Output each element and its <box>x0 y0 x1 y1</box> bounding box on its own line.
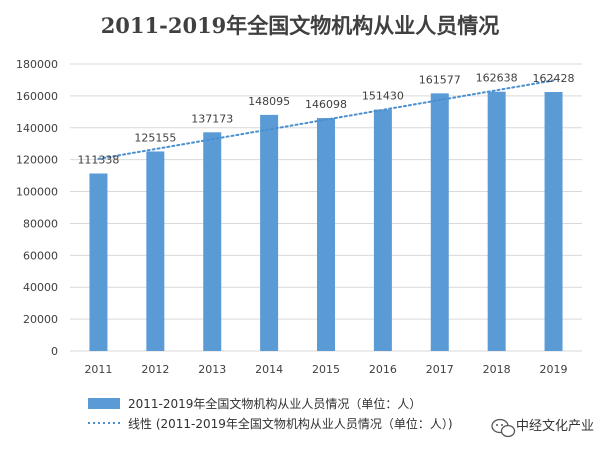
bar-2018 <box>487 91 506 352</box>
x-tick-label-2018: 2018 <box>483 363 511 376</box>
data-label-2017: 161577 <box>419 73 461 86</box>
bar-2016 <box>373 109 392 351</box>
trendline-group <box>97 79 555 160</box>
legend-swatch-bar <box>88 398 120 409</box>
data-label-2016: 151430 <box>362 90 404 103</box>
y-tick-label-60000: 60000 <box>23 249 58 262</box>
watermark-text: 中经文化产业 <box>516 419 594 434</box>
data-label-2012: 125155 <box>134 131 176 144</box>
y-tick-label-0: 0 <box>51 345 58 358</box>
bar-2013 <box>203 132 222 351</box>
x-tick-label-2016: 2016 <box>369 363 397 376</box>
bar-2019 <box>544 92 563 351</box>
y-tick-label-80000: 80000 <box>23 217 58 230</box>
bar-2017 <box>430 93 449 351</box>
data-label-2011: 111338 <box>77 153 119 166</box>
trendline <box>97 79 555 160</box>
data-label-2013: 137173 <box>191 112 233 125</box>
x-tick-label-2014: 2014 <box>255 363 283 376</box>
data-label-2014: 148095 <box>248 95 290 108</box>
legend-label-bar: 2011-2019年全国文物机构从业人员情况（单位：人） <box>128 396 421 411</box>
y-tick-label-120000: 120000 <box>16 154 58 167</box>
watermark: 中经文化产业 <box>491 418 594 438</box>
x-tick-label-2013: 2013 <box>198 363 226 376</box>
bar-2011 <box>89 173 108 351</box>
x-axis-ticks: 2011 2012 2013 2014 2015 2016 2017 2018 2019 <box>84 363 567 376</box>
x-tick-label-2012: 2012 <box>141 363 169 376</box>
y-tick-label-180000: 180000 <box>16 58 58 71</box>
legend-label-trendline: 线性 (2011-2019年全国文物机构从业人员情况（单位：人）) <box>128 416 453 431</box>
y-tick-label-160000: 160000 <box>16 90 58 103</box>
bars <box>89 91 563 352</box>
x-tick-label-2015: 2015 <box>312 363 340 376</box>
chart-title: 2011-2019年全国文物机构从业人员情况 <box>101 13 500 38</box>
data-labels: 111338 125155 137173 148095 146098 151430 1615… <box>77 72 574 167</box>
x-tick-label-2019: 2019 <box>540 363 568 376</box>
legend: 2011-2019年全国文物机构从业人员情况（单位：人） 线性 (2011-20… <box>88 396 453 431</box>
data-label-2015: 146098 <box>305 98 347 111</box>
wechat-bubble-icon <box>491 418 516 438</box>
bar-2015 <box>317 118 335 351</box>
data-label-2019: 162428 <box>533 72 575 85</box>
bar-2014 <box>260 114 279 351</box>
bar-2012 <box>146 151 165 351</box>
x-tick-label-2011: 2011 <box>84 363 112 376</box>
y-tick-label-40000: 40000 <box>23 281 58 294</box>
y-tick-label-20000: 20000 <box>23 313 58 326</box>
x-tick-label-2017: 2017 <box>426 363 454 376</box>
y-axis-ticks: 0 20000 40000 60000 80000 100000 120000 140000 1… <box>16 58 58 358</box>
y-tick-label-140000: 140000 <box>16 122 58 135</box>
data-label-2018: 162638 <box>476 72 518 85</box>
y-tick-label-100000: 100000 <box>16 186 58 199</box>
